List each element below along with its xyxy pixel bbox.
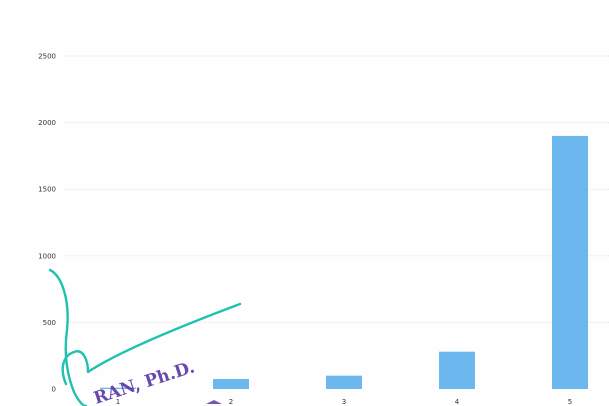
- bar-2: [213, 379, 249, 389]
- stamp-fragment: [206, 400, 222, 404]
- y-tick-label: 1500: [38, 186, 56, 194]
- x-tick-label: 2: [229, 398, 233, 406]
- stamp-text: RAN, Ph.D.: [91, 357, 197, 406]
- y-tick-label: 1000: [38, 252, 56, 260]
- bar-1: [100, 387, 136, 389]
- x-tick-label: 5: [568, 398, 572, 406]
- x-tick-label: 1: [116, 398, 120, 406]
- y-tick-label: 500: [43, 319, 56, 327]
- x-axis-tick-labels: 1 2 3 4 5: [116, 398, 572, 406]
- x-tick-label: 4: [455, 398, 460, 406]
- bar-4: [439, 351, 475, 389]
- signature-scribble: [48, 268, 242, 406]
- bars: [100, 135, 588, 389]
- y-axis-tick-labels: 0 500 1000 1500 2000 2500: [38, 53, 56, 394]
- y-tick-label: 2500: [38, 53, 56, 61]
- gridlines: [64, 55, 609, 323]
- bar-5: [552, 135, 588, 389]
- y-tick-label: 0: [52, 386, 56, 394]
- x-tick-label: 3: [342, 398, 346, 406]
- bar-3: [326, 375, 362, 389]
- y-tick-label: 2000: [38, 119, 56, 127]
